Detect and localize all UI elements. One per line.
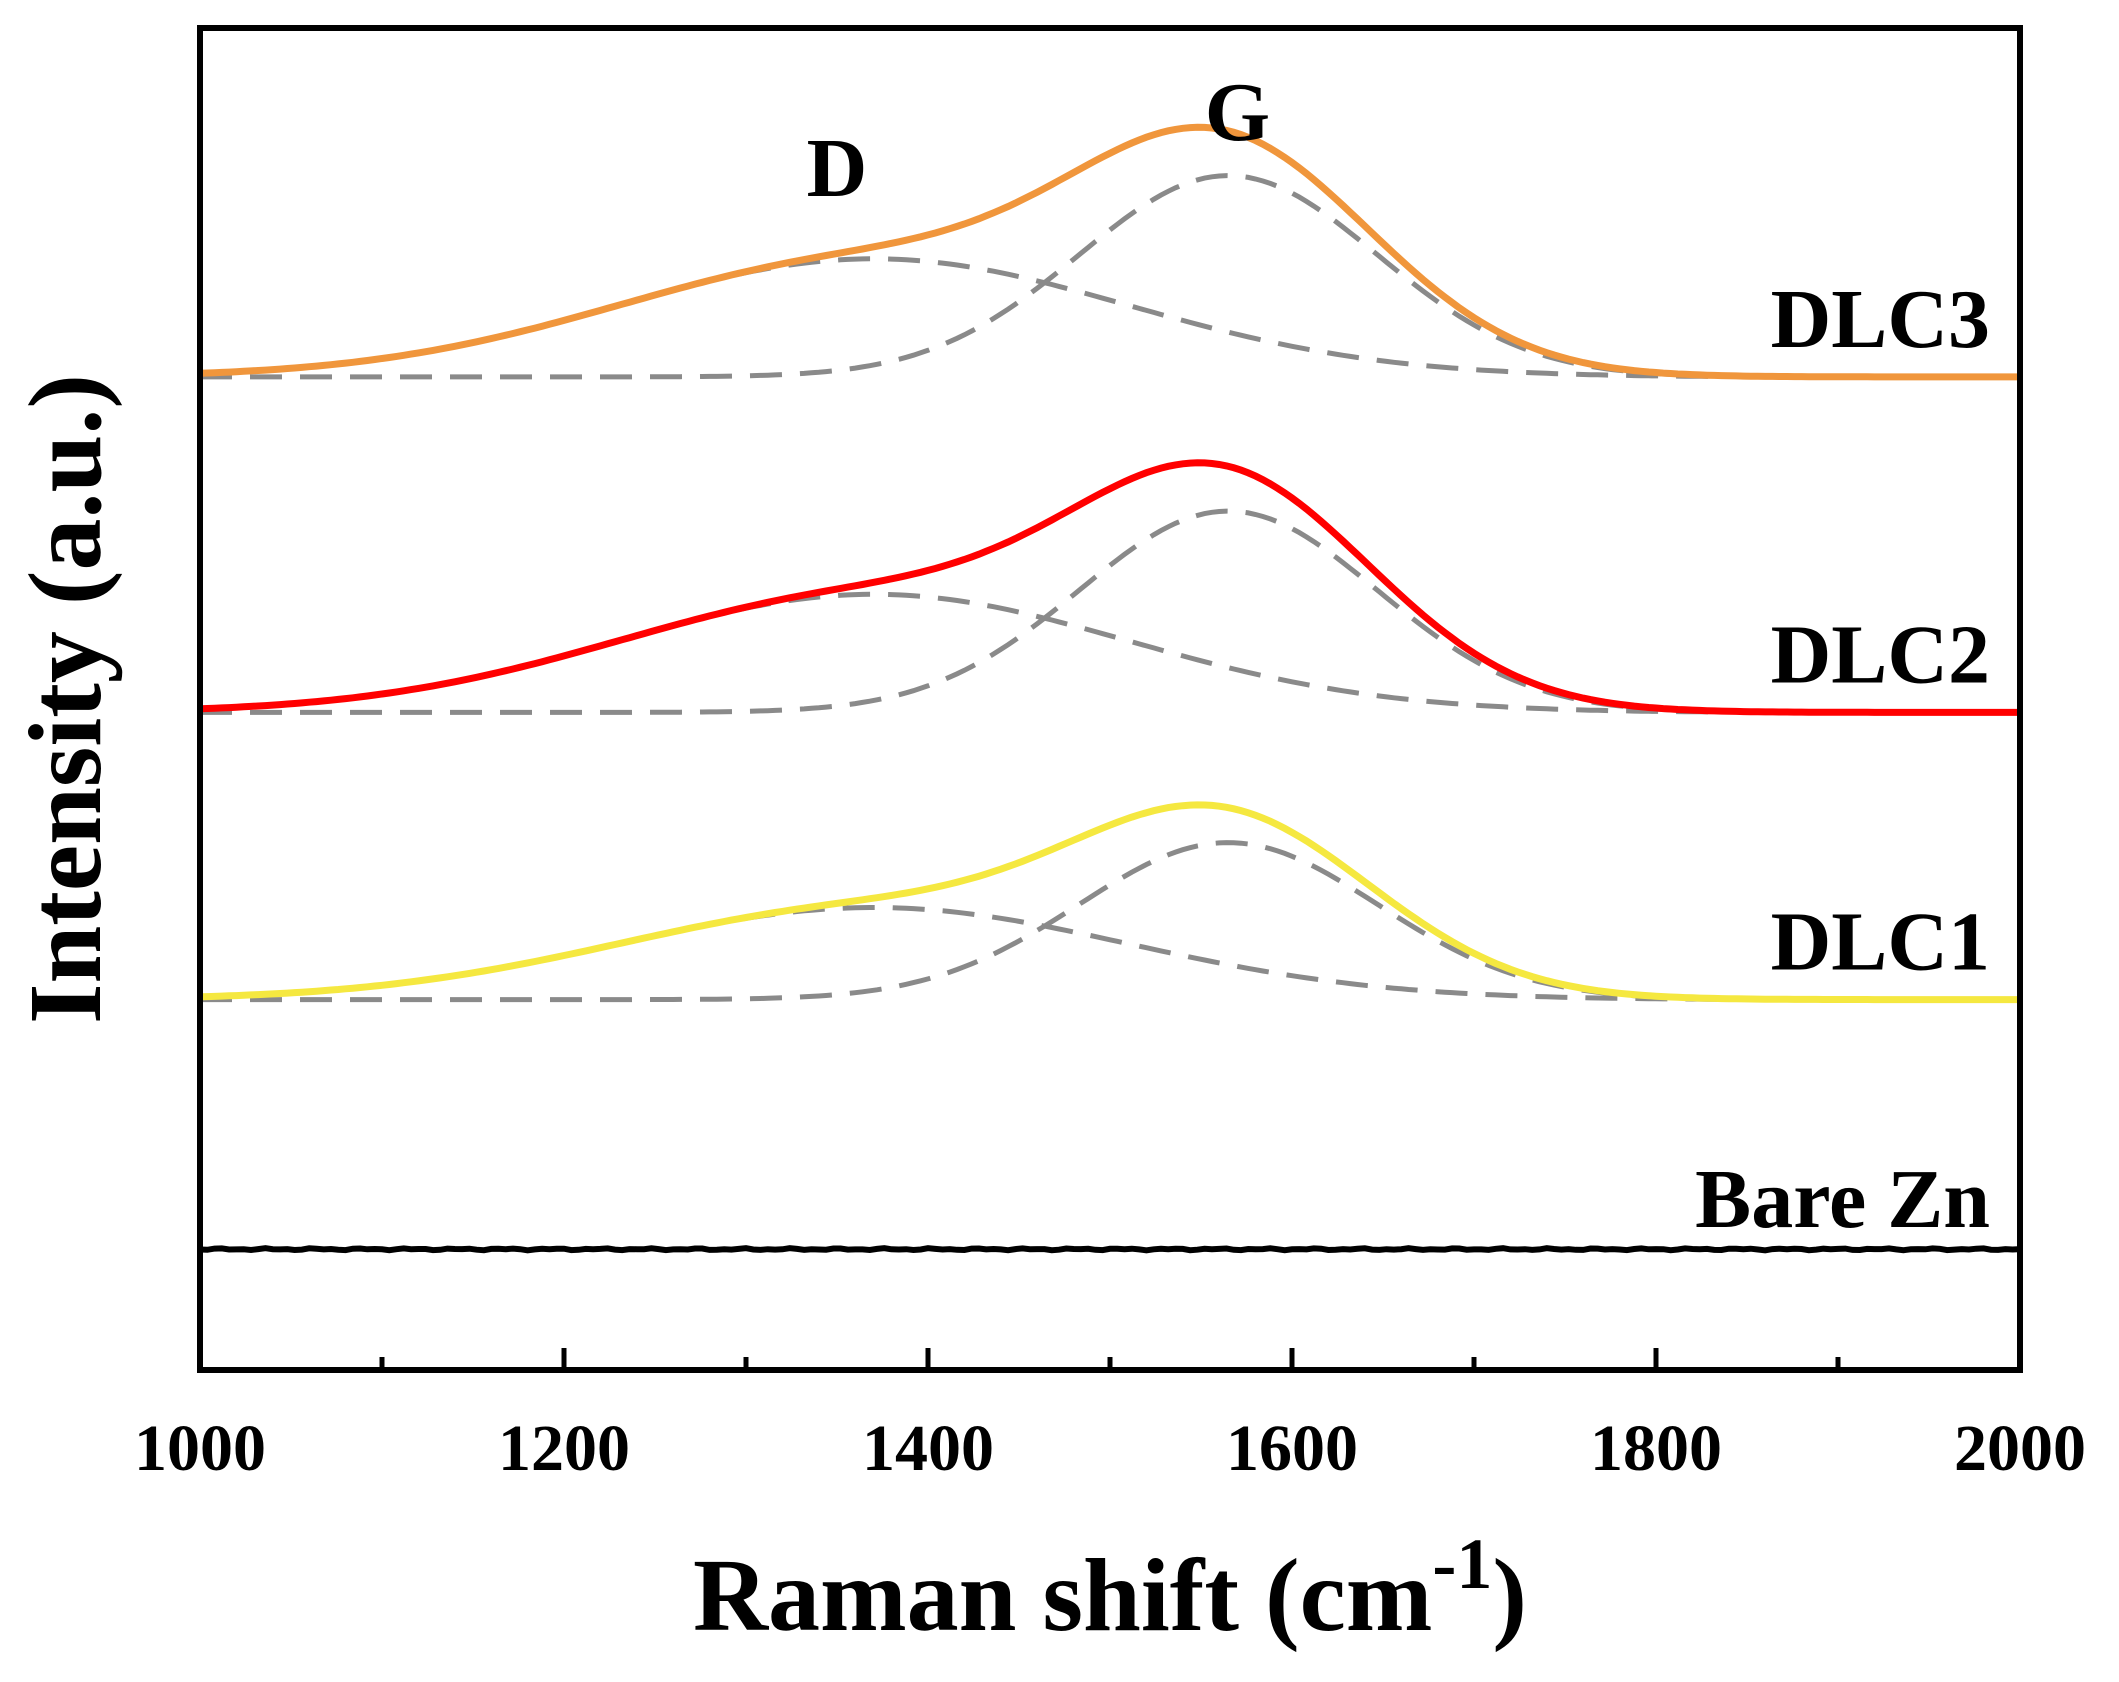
dlc1-series-label: DLC1 [1771, 896, 1990, 989]
x-axis-label: Raman shift (cm-1) [693, 1524, 1527, 1653]
dlc3-series-label: DLC3 [1771, 273, 1990, 366]
labels: DLC3 DLC2 DLC1 Bare Zn D G [807, 66, 1990, 1246]
dlc2-fit-g-line [200, 508, 2020, 715]
dlc1-series-line [199, 801, 2020, 1004]
x-axis-ticks: 1000 1200 1400 1600 1800 2000 [134, 1348, 2086, 1485]
x-tick-label-1000: 1000 [134, 1412, 266, 1485]
plot-area [199, 123, 2021, 1254]
x-axis-label-close: ) [1492, 1538, 1527, 1653]
dlc2-series-line [199, 459, 2020, 716]
x-tick-label-1400: 1400 [862, 1412, 994, 1485]
dlc2-series-label: DLC2 [1771, 608, 1990, 701]
x-axis-label-superscript: -1 [1432, 1524, 1492, 1604]
dlc3-series-line [199, 123, 2020, 381]
dlc2-fit-d-line [199, 591, 2020, 715]
x-tick-label-1200: 1200 [498, 1412, 630, 1485]
dlc3-fit-d-line [199, 256, 2020, 380]
dlc1-fit-g-line [200, 840, 2020, 1003]
dlc3-fit-g-line [200, 173, 2020, 380]
x-tick-label-2000: 2000 [1954, 1412, 2086, 1485]
dlc1-fit-d-line [199, 905, 2020, 1003]
peak-label-d: D [807, 122, 868, 215]
x-tick-label-1800: 1800 [1590, 1412, 1722, 1485]
peak-label-g: G [1205, 66, 1270, 159]
x-axis-label-main: Raman shift (cm [693, 1538, 1432, 1653]
y-axis-label: Intensity (a.u.) [8, 374, 123, 1024]
bare-zn-series-label: Bare Zn [1695, 1153, 1990, 1246]
x-tick-label-1600: 1600 [1226, 1412, 1358, 1485]
bare-zn-series-line [199, 1245, 2021, 1254]
